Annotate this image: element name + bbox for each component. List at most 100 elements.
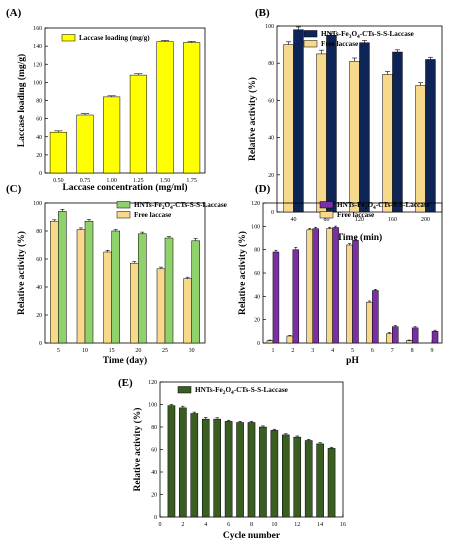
bar (304, 440, 313, 518)
bar (270, 430, 279, 518)
x-tick-label: 9 (431, 348, 434, 354)
bar (266, 340, 274, 344)
x-tick-label: 14 (317, 522, 323, 528)
x-axis-title: Time (day) (103, 355, 147, 366)
panel-3: (D) 0 20 40 60 80 100 120 1 2 3 4 5 6 7 8 9 HNTs-Fe2O4-CT… (237, 183, 443, 366)
bar (411, 327, 419, 344)
y-tick-label: 40 (254, 294, 260, 300)
y-tick-label: 80 (36, 99, 42, 105)
x-axis-title: Time (min) (337, 232, 382, 243)
bar (392, 326, 399, 344)
legend-label: Free laccase (134, 211, 171, 219)
legend-swatch (116, 211, 131, 219)
legend-swatch (303, 40, 318, 48)
x-tick-label: 30 (189, 348, 195, 354)
bar (111, 230, 120, 344)
y-tick-label: 120 (148, 380, 157, 386)
x-tick-label: 4 (204, 522, 207, 528)
x-tick-label: 0.75 (80, 178, 91, 184)
x-tick-label: 1 (271, 348, 274, 354)
bar (213, 418, 221, 518)
bar (312, 228, 319, 344)
x-tick-label: 3 (311, 348, 314, 354)
bar (76, 114, 94, 174)
x-tick-label: 5 (57, 348, 60, 354)
bar (156, 268, 166, 344)
bar (272, 251, 280, 344)
x-tick-label: 80 (324, 217, 330, 223)
bar (138, 233, 147, 344)
bar (346, 244, 353, 344)
bar (286, 335, 294, 344)
y-tick-label: 0 (257, 341, 260, 347)
legend-label: HNTs-Fe2O4-CTs-S-S-Laccase (134, 201, 227, 211)
legend-swatch (61, 34, 76, 42)
bar (167, 405, 176, 518)
x-axis-title: pH (346, 356, 359, 366)
panel-label: (A) (6, 7, 22, 19)
bar (405, 340, 413, 344)
x-axis-title: Cycle number (223, 531, 281, 541)
y-tick-label: 40 (151, 470, 157, 476)
y-tick-label: 80 (36, 229, 42, 235)
y-tick-label: 100 (265, 24, 274, 30)
y-axis-title: Laccase loading (mg/g) (16, 54, 27, 147)
x-tick-label: 0 (159, 522, 162, 528)
bar (129, 74, 147, 174)
x-tick-label: 7 (391, 348, 394, 354)
y-tick-label: 40 (268, 136, 274, 142)
y-tick-label: 20 (151, 493, 157, 499)
bar (326, 35, 337, 213)
y-tick-label: 60 (268, 98, 274, 104)
x-tick-label: 16 (340, 522, 346, 528)
panel-1: (B) 0 20 40 60 80 100 40 80 120 160 200 HNTs-Fe3O4-C… (247, 7, 443, 243)
panel-2: (C) 0 20 40 60 80 100 5 10 15 20 25 30 HNTs-Fe2O4-CTs… (6, 183, 227, 366)
bar (183, 278, 192, 344)
y-tick-label: 60 (36, 257, 42, 263)
bar (224, 421, 233, 518)
x-tick-label: 8 (250, 522, 253, 528)
legend-swatch (177, 386, 192, 394)
x-tick-label: 10 (82, 348, 88, 354)
bar (156, 41, 174, 174)
y-tick-label: 80 (151, 425, 157, 431)
bar (293, 29, 304, 213)
bar (50, 220, 59, 344)
bar (431, 331, 439, 344)
plot-frame (44, 202, 206, 344)
bar (382, 74, 393, 213)
bar (372, 290, 379, 344)
bar (332, 227, 339, 344)
bar (386, 333, 393, 344)
bar (49, 131, 67, 174)
y-tick-label: 60 (36, 117, 42, 123)
panel-4: (E) 0 20 40 60 80 100 120 0 2 4 6 8 10 12 14 16 HNTs-Fe2O… (118, 377, 346, 541)
bar (349, 61, 360, 213)
y-tick-label: 80 (254, 248, 260, 254)
x-tick-label: 4 (331, 348, 334, 354)
plot-frame (44, 27, 206, 174)
legend-swatch (319, 201, 334, 209)
bar (191, 240, 200, 344)
legend-swatch (116, 201, 131, 209)
panel-label: (B) (255, 7, 270, 19)
x-tick-label: 200 (421, 217, 430, 223)
x-tick-label: 1.25 (133, 178, 144, 184)
legend-label: HNTs-Fe2O4-CTs-S-S-Laccase (337, 201, 430, 211)
bar (58, 211, 67, 344)
x-tick-label: 8 (411, 348, 414, 354)
x-tick-label: 0.50 (53, 178, 64, 184)
y-axis-title: Relative activity (%) (247, 77, 258, 161)
y-tick-label: 0 (154, 515, 157, 521)
x-tick-label: 1.75 (186, 178, 197, 184)
x-tick-label: 10 (271, 522, 277, 528)
bar (130, 262, 139, 344)
bar (103, 96, 121, 174)
bar (293, 436, 302, 518)
y-tick-label: 100 (251, 224, 260, 230)
x-tick-label: 25 (162, 348, 168, 354)
panel-label: (E) (118, 377, 133, 389)
y-tick-label: 120 (33, 62, 42, 68)
x-tick-label: 1.50 (160, 178, 171, 184)
bar (179, 407, 187, 518)
